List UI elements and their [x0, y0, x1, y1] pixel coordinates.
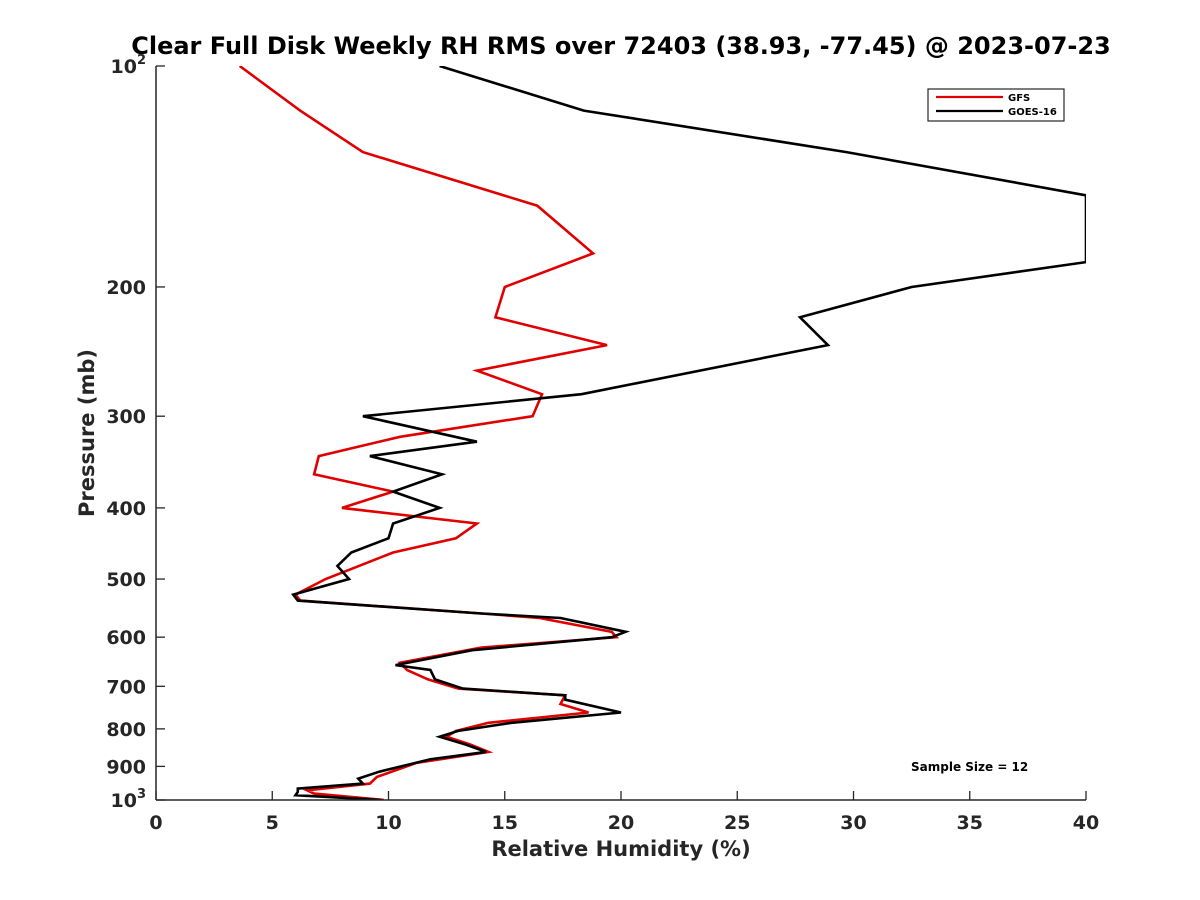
x-axis-ticks: 0 5 10 15 20 25 30 35 40 — [149, 791, 1099, 834]
y-axis-ticks: 102 200 300 400 500 600 700 800 900 103 — [106, 53, 165, 812]
y-tick-label: 102 — [111, 53, 147, 78]
y-tick-label: 103 — [111, 787, 147, 812]
x-tick-label: 30 — [840, 812, 866, 834]
y-tick-label: 500 — [106, 569, 146, 591]
y-tick-label: 800 — [106, 719, 146, 741]
chart-title: Clear Full Disk Weekly RH RMS over 72403… — [131, 32, 1111, 60]
y-tick-label: 600 — [106, 627, 146, 649]
y-tick-label: 700 — [106, 676, 146, 698]
series-lines — [238, 66, 1086, 800]
sample-size-annotation: Sample Size = 12 — [911, 760, 1028, 774]
series-line-goes16 — [290, 66, 1086, 800]
legend-label-gfs: GFS — [1008, 93, 1030, 104]
series-line-gfs — [238, 66, 620, 800]
y-tick-label: 400 — [106, 498, 146, 520]
x-tick-label: 0 — [149, 812, 162, 834]
y-tick-label: 300 — [106, 406, 146, 428]
x-tick-label: 5 — [266, 812, 279, 834]
x-tick-label: 25 — [724, 812, 750, 834]
y-axis-label: Pressure (mb) — [75, 349, 99, 517]
legend-box — [927, 88, 1065, 122]
x-tick-label: 40 — [1073, 812, 1099, 834]
x-tick-label: 15 — [492, 812, 518, 834]
x-tick-label: 10 — [375, 812, 401, 834]
legend: GFS GOES-16 — [927, 88, 1065, 122]
legend-label-goes16: GOES-16 — [1008, 107, 1057, 118]
x-axis-label: Relative Humidity (%) — [491, 837, 750, 861]
y-tick-label: 200 — [106, 277, 146, 299]
x-tick-label: 20 — [608, 812, 634, 834]
x-tick-label: 35 — [957, 812, 983, 834]
y-tick-label: 900 — [106, 756, 146, 778]
